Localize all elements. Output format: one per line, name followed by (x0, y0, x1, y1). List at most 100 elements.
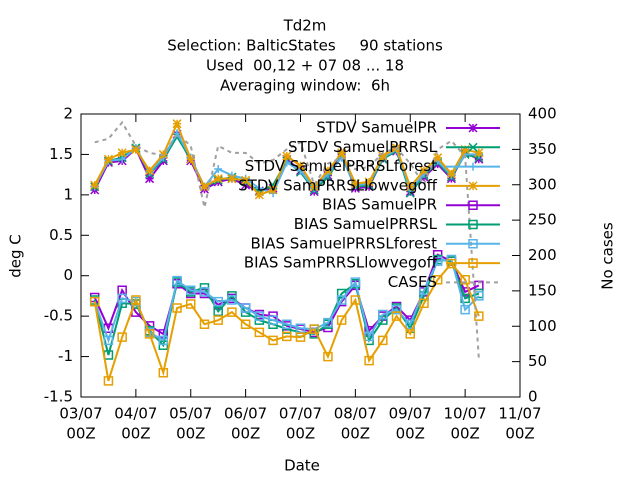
point-marker (446, 169, 456, 179)
y2-tick-label: 50 (528, 352, 547, 370)
point-marker (309, 324, 319, 334)
y2-tick-label: 400 (528, 105, 557, 123)
x-tick-label: 07/07 (279, 405, 322, 423)
point-marker (405, 319, 415, 329)
point-marker (254, 190, 264, 200)
point-marker (309, 182, 319, 192)
point-marker (103, 335, 114, 346)
point-marker (323, 317, 333, 328)
point-marker (419, 298, 429, 308)
point-marker (158, 335, 169, 346)
point-marker (240, 303, 251, 313)
point-marker (474, 154, 484, 164)
y-axis-label: deg C (7, 234, 25, 278)
point-marker (117, 332, 127, 342)
point-marker (199, 319, 210, 329)
point-marker (350, 277, 361, 287)
legend-label: STDV SamPRRSLlowvegoff (238, 176, 438, 194)
point-marker (213, 174, 223, 184)
point-marker (186, 285, 196, 296)
point-marker (419, 285, 429, 296)
point-marker (474, 148, 484, 158)
point-marker (241, 180, 251, 190)
point-marker (227, 174, 237, 184)
point-marker (227, 295, 237, 305)
point-marker (432, 275, 443, 285)
point-marker (378, 335, 388, 346)
y2-tick-label: 200 (528, 246, 557, 264)
y2-tick-label: 100 (528, 317, 557, 335)
x-tick-label: 09/07 (389, 405, 432, 423)
x-tick-label: 00Z (396, 425, 425, 443)
point-marker (103, 376, 114, 386)
point-marker (241, 175, 251, 185)
point-marker (254, 327, 265, 338)
y-tick-label: 1 (63, 185, 73, 203)
point-marker (90, 180, 100, 190)
point-marker (405, 329, 415, 339)
point-marker (474, 291, 484, 301)
x-tick-label: 00Z (286, 425, 315, 443)
legend-label: STDV SamuelPR (316, 119, 437, 137)
point-marker (172, 119, 182, 129)
x-tick-label: 06/07 (224, 405, 267, 423)
y-tick-label: 1.5 (49, 145, 73, 163)
legend-marker (468, 142, 478, 152)
point-marker (336, 315, 347, 325)
x-tick-label: 00Z (505, 425, 534, 443)
point-marker (268, 335, 278, 346)
y2-tick-label: 350 (528, 140, 557, 158)
point-marker (364, 331, 374, 342)
x-tick-label: 00Z (121, 425, 150, 443)
point-marker (268, 315, 278, 325)
legend-marker (468, 219, 478, 230)
point-marker (89, 296, 100, 307)
legend-label: BIAS SamPRRSLlowvegoff (244, 254, 438, 272)
y2-tick-label: 300 (528, 175, 557, 193)
x-tick-label: 04/07 (114, 405, 157, 423)
x-tick-label: 05/07 (169, 405, 212, 423)
point-marker (240, 319, 251, 329)
point-marker (460, 145, 470, 155)
point-marker (282, 319, 292, 329)
x-tick-label: 00Z (66, 425, 95, 443)
x-tick-label: 03/07 (59, 405, 102, 423)
point-marker (350, 295, 361, 305)
point-marker (419, 166, 429, 176)
x-tick-label: 00Z (231, 425, 260, 443)
point-marker (103, 154, 113, 164)
point-marker (432, 256, 443, 266)
legend-label: BIAS SamuelPRRSL (294, 215, 438, 233)
legend-label: BIAS SamuelPRRSLforest (251, 234, 438, 252)
point-marker (350, 179, 360, 189)
point-marker (117, 293, 127, 304)
point-marker (474, 311, 484, 321)
point-marker (295, 332, 306, 342)
point-marker (213, 306, 223, 317)
point-marker (172, 275, 182, 286)
point-marker (254, 311, 265, 321)
point-marker (145, 174, 155, 184)
y-tick-label: -0.5 (44, 307, 73, 325)
chart-subtitle: Used 00,12 + 07 08 ... 18 (206, 57, 404, 75)
point-marker (172, 303, 182, 313)
point-marker (186, 299, 196, 309)
point-marker (173, 129, 182, 138)
legend-label: STDV SamuelPRRSLforest (245, 157, 437, 175)
point-marker (460, 304, 470, 315)
point-marker (131, 145, 141, 155)
y2-tick-label: 0 (528, 388, 538, 406)
point-marker (460, 275, 470, 285)
point-marker (186, 154, 196, 164)
point-marker (199, 182, 209, 192)
chart-subtitle: Averaging window: 6h (220, 77, 390, 95)
y-tick-label: -1 (58, 347, 73, 365)
point-marker (336, 295, 347, 305)
legend-marker (468, 200, 478, 210)
point-marker (405, 182, 415, 192)
point-marker (117, 148, 127, 158)
point-marker (337, 148, 347, 158)
x-tick-label: 08/07 (334, 405, 377, 423)
chart-subtitle: Selection: BalticStates 90 stations (167, 37, 443, 55)
